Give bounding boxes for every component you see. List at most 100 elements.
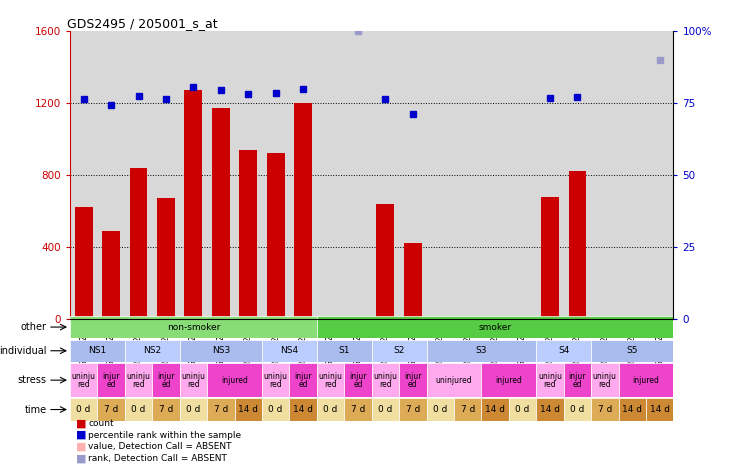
Text: ■: ■ [76,442,86,452]
Text: S3: S3 [475,346,487,355]
Bar [537,339,591,362]
Text: 14 d: 14 d [540,405,560,414]
Text: S2: S2 [394,346,405,355]
Bar [130,168,147,319]
Bar [486,318,504,319]
Bar [316,339,372,362]
Bar [541,197,559,319]
Bar [125,398,152,421]
Bar [591,398,618,421]
Text: ■: ■ [76,418,86,428]
Text: 0 d: 0 d [77,405,91,414]
Bar [618,398,646,421]
Text: non-smoker: non-smoker [166,323,220,331]
Bar [157,198,175,319]
Bar [431,318,449,319]
Bar [537,398,564,421]
Bar [289,398,316,421]
Text: smoker: smoker [478,323,512,331]
Text: S5: S5 [626,346,638,355]
Text: uninju
red: uninju red [538,372,562,389]
Bar [316,398,344,421]
Bar [70,398,97,421]
Text: uninju
red: uninju red [319,372,342,389]
Bar [349,318,367,319]
Text: percentile rank within the sample: percentile rank within the sample [88,431,241,439]
Text: 0 d: 0 d [433,405,447,414]
Text: injur
ed: injur ed [158,372,174,389]
Bar [289,364,316,397]
Text: 7 d: 7 d [213,405,228,414]
Bar [509,398,537,421]
Bar [344,398,372,421]
Text: uninju
red: uninju red [263,372,288,389]
Text: injured: injured [495,376,523,384]
Text: stress: stress [18,375,46,385]
Text: NS1: NS1 [88,346,107,355]
Bar [646,398,673,421]
Bar [262,364,289,397]
Bar [316,364,344,397]
Text: injured: injured [632,376,659,384]
Text: ■: ■ [76,454,86,464]
Bar [454,398,481,421]
Text: injur
ed: injur ed [294,372,312,389]
Text: 7 d: 7 d [406,405,420,414]
Bar [427,398,454,421]
Bar [207,364,262,397]
Text: 14 d: 14 d [623,405,643,414]
Bar [207,398,235,421]
Text: 7 d: 7 d [351,405,365,414]
Bar [372,339,427,362]
Text: injur
ed: injur ed [349,372,367,389]
Bar [399,364,427,397]
Text: uninjured: uninjured [436,376,473,384]
Text: injur
ed: injur ed [102,372,120,389]
Bar [427,364,481,397]
Text: uninju
red: uninju red [127,372,150,389]
Text: 14 d: 14 d [485,405,505,414]
Bar [618,364,673,397]
Text: 7 d: 7 d [461,405,475,414]
Text: 0 d: 0 d [515,405,530,414]
Bar [564,398,591,421]
Bar [152,398,180,421]
Bar [568,171,587,319]
Bar [459,318,477,319]
Bar [377,204,394,319]
Text: uninju
red: uninju red [71,372,96,389]
Bar [70,316,316,338]
Text: time: time [24,404,46,415]
Text: rank, Detection Call = ABSENT: rank, Detection Call = ABSENT [88,455,227,463]
Text: ■: ■ [76,430,86,440]
Text: uninju
red: uninju red [181,372,205,389]
Bar [97,398,125,421]
Text: 0 d: 0 d [186,405,200,414]
Bar [537,364,564,397]
Text: 0 d: 0 d [131,405,146,414]
Bar [372,398,399,421]
Text: GDS2495 / 205001_s_at: GDS2495 / 205001_s_at [67,17,218,30]
Text: 7 d: 7 d [598,405,612,414]
Bar [651,318,668,319]
Text: S1: S1 [339,346,350,355]
Text: 14 d: 14 d [293,405,313,414]
Bar [481,364,537,397]
Text: individual: individual [0,346,46,356]
Bar [481,398,509,421]
Bar [180,339,262,362]
Bar [125,364,152,397]
Bar [75,207,93,319]
Text: S4: S4 [558,346,570,355]
Bar [180,398,207,421]
Text: 0 d: 0 d [378,405,392,414]
Bar [596,318,614,319]
Bar [180,364,207,397]
Text: 14 d: 14 d [238,405,258,414]
Text: 7 d: 7 d [104,405,118,414]
Bar [564,364,591,397]
Text: injur
ed: injur ed [569,372,586,389]
Bar [97,364,125,397]
Text: uninju
red: uninju red [593,372,617,389]
Bar [102,231,120,319]
